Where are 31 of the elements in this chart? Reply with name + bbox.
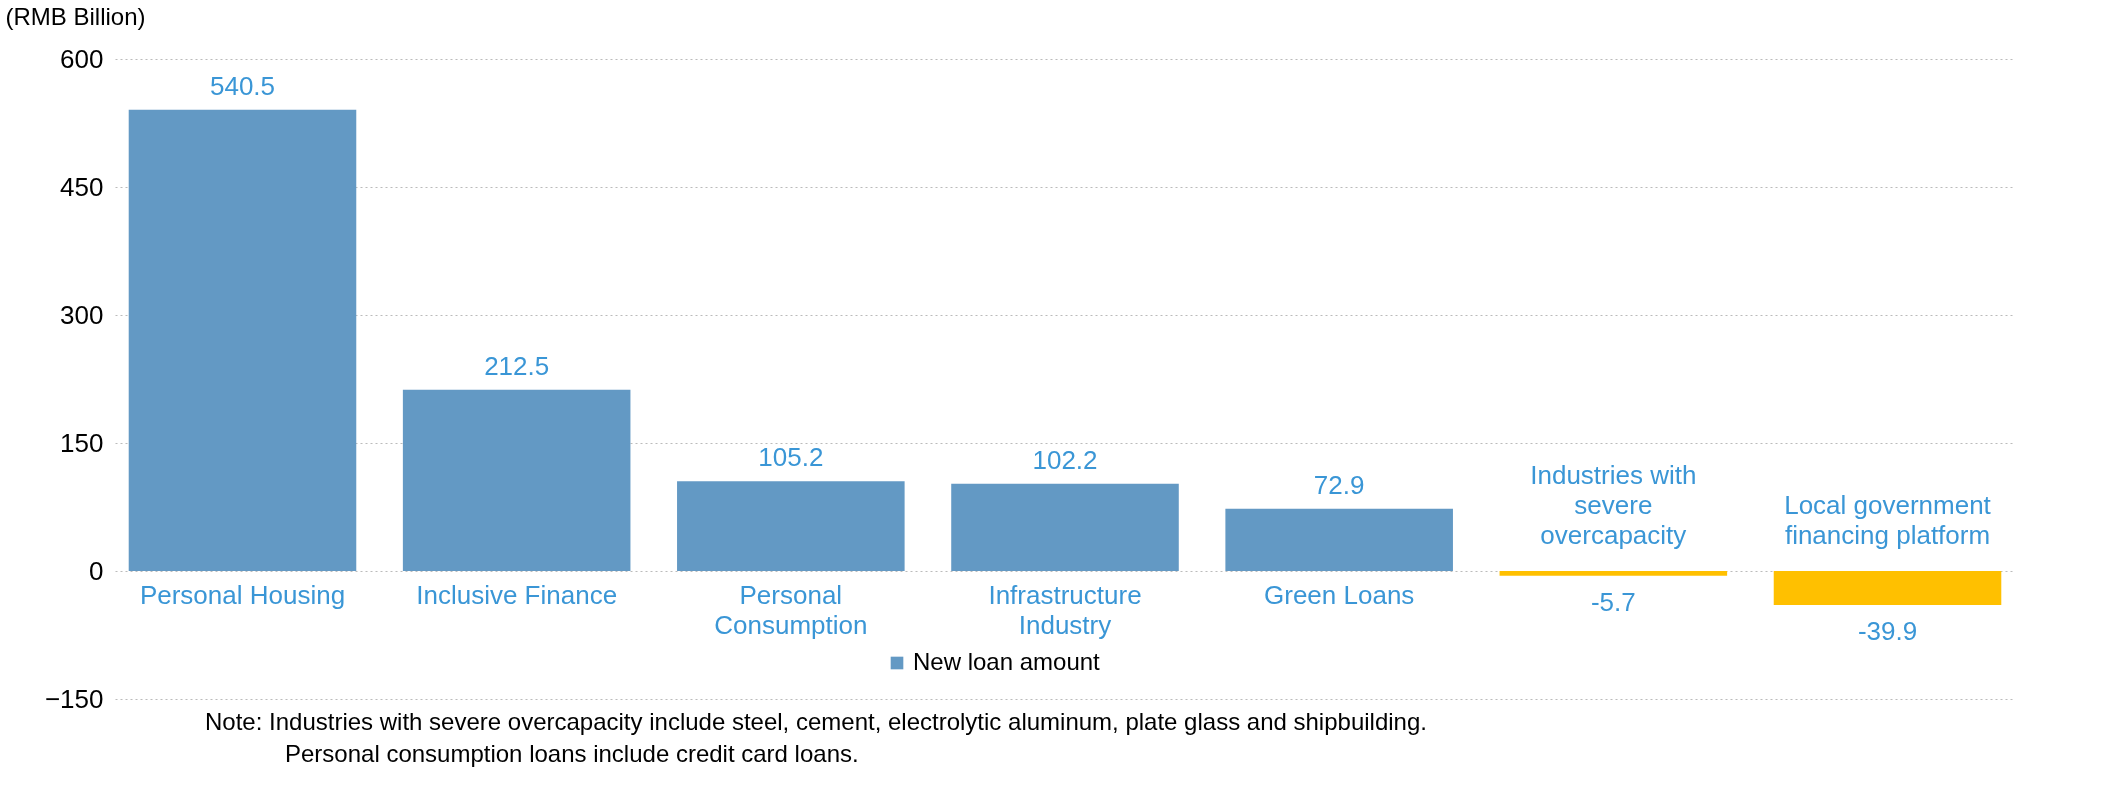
data-label: -39.9 [1857, 616, 1918, 647]
data-label: 105.2 [758, 442, 824, 473]
text: Personal consumption loans include credit card loans. [285, 740, 859, 767]
y-tick-label: 600 [60, 43, 104, 74]
x-tick-label: Industries with severe overcapacity [1530, 460, 1697, 550]
legend-label: New loan amount [913, 648, 1101, 675]
y-axis-title: (RMB Billion) [5, 2, 146, 30]
data-label: 102.2 [1032, 444, 1098, 475]
bar [128, 109, 357, 571]
data-label: -5.7 [1590, 586, 1636, 617]
bar [1773, 571, 2002, 606]
bar [402, 389, 631, 571]
y-tick-label: 300 [60, 299, 104, 330]
y-tick-label: 0 [89, 555, 104, 586]
x-tick-label: Green Loans [1264, 580, 1415, 610]
bar [1499, 571, 1728, 576]
y-tick-label: −150 [44, 683, 104, 714]
text: Note: Industries with severe overcapacity include steel, cement, electrolytic aluminum, plate glass and shipbuilding. [205, 708, 1427, 735]
bar [1225, 508, 1453, 571]
x-tick-label: Infrastructure Industry [988, 580, 1142, 640]
x-tick-label: Local government financing platform [1784, 490, 1992, 550]
y-tick-label: 450 [60, 171, 104, 202]
data-label: 212.5 [484, 350, 550, 381]
x-tick-label: Inclusive Finance [416, 580, 618, 610]
x-tick-label: Personal Housing [139, 580, 346, 610]
bar [677, 481, 905, 571]
data-label: 72.9 [1313, 469, 1365, 500]
bar [951, 483, 1179, 571]
x-tick-label: Personal Consumption [714, 580, 868, 640]
data-label: 540.5 [209, 70, 276, 101]
y-tick-label: 150 [60, 427, 104, 458]
